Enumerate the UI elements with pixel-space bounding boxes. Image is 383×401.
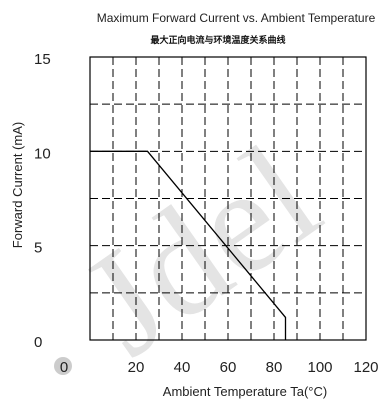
y-tick-labels: 0 5 10 15	[34, 51, 51, 351]
x-tick-label: 80	[266, 359, 283, 376]
watermark-text: Jdel	[54, 112, 347, 387]
series-line	[90, 150, 287, 340]
x-tick-label: 120	[353, 359, 378, 376]
x-tick-label: 60	[220, 359, 237, 376]
y-tick-label: 15	[34, 51, 51, 68]
watermark: Jdel	[54, 112, 347, 387]
x-tick-label: 20	[128, 359, 145, 376]
grid	[90, 57, 366, 340]
chart-title: Maximum Forward Current vs. Ambient Temp…	[97, 11, 376, 25]
x-tick-label: 100	[307, 359, 332, 376]
y-axis-label: Forward Current (mA)	[10, 122, 25, 248]
watermark-dot	[54, 357, 72, 375]
y-tick-label: 0	[34, 334, 42, 351]
x-tick-labels: 0 20 40 60 80 100 120	[60, 359, 379, 376]
x-axis-label: Ambient Temperature Ta(°C)	[163, 384, 327, 399]
y-tick-label: 10	[34, 145, 51, 162]
chart-subtitle: 最大正向电流与环境温度关系曲线	[150, 34, 285, 46]
x-tick-label: 0	[60, 359, 68, 376]
x-tick-label: 40	[174, 359, 191, 376]
y-tick-label: 5	[34, 240, 42, 257]
series-group	[90, 150, 287, 340]
